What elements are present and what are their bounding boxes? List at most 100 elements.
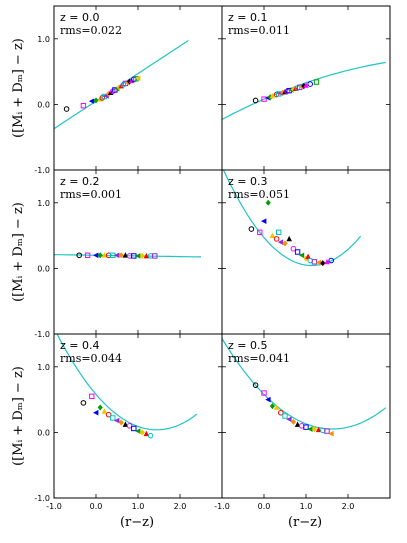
data-point (135, 428, 141, 434)
fit-curve (56, 334, 198, 431)
data-point (311, 259, 318, 265)
data-point (276, 229, 282, 236)
data-point (118, 419, 124, 426)
data-point (282, 413, 288, 419)
data-point (257, 229, 263, 236)
data-point (328, 430, 334, 437)
data-point (114, 252, 120, 259)
x-tick-label: 0.0 (258, 502, 271, 511)
y-tick-label: 0.0 (37, 428, 50, 437)
x-tick-label: 1.0 (300, 502, 313, 511)
data-point (290, 245, 297, 252)
data-point (118, 252, 124, 259)
z-label: z = 0.5 (228, 339, 267, 352)
data-point (273, 236, 280, 242)
y-tick-label: 0.0 (37, 264, 50, 273)
data-point (286, 235, 292, 242)
data-point (269, 403, 275, 410)
data-point (301, 83, 307, 90)
data-point (135, 253, 141, 259)
data-point (105, 411, 112, 418)
data-point (93, 97, 99, 104)
x-tick-label: -1.0 (46, 502, 62, 511)
data-point (63, 106, 70, 112)
data-point (261, 390, 267, 396)
x-tick-label: 0.0 (90, 502, 103, 511)
data-point (305, 253, 311, 259)
data-point (265, 199, 271, 206)
x-tick-label: 1.0 (132, 502, 145, 511)
data-point (265, 396, 271, 403)
data-point (97, 404, 103, 411)
data-point (290, 86, 296, 93)
data-point (101, 408, 108, 414)
z-label: z = 0.2 (60, 175, 99, 188)
data-point (114, 417, 120, 424)
data-point (110, 415, 116, 421)
data-point (84, 252, 91, 258)
data-point (80, 400, 87, 406)
data-point (97, 252, 103, 259)
data-point (286, 416, 292, 423)
data-point (315, 426, 322, 433)
data-point (76, 252, 82, 259)
data-point (139, 429, 145, 436)
y-axis-label-row-3: ([Mᵢ + Dₘ] − z) (11, 366, 26, 466)
rms-label: rms=0.011 (228, 24, 290, 37)
z-label: z = 0.0 (60, 11, 99, 24)
rms-label: rms=0.051 (228, 188, 290, 201)
x-tick-label: 2.0 (174, 502, 187, 511)
data-point (131, 425, 137, 432)
data-point (143, 430, 150, 437)
data-point (303, 424, 309, 430)
data-point (298, 252, 305, 259)
data-point (294, 249, 301, 255)
data-point (324, 428, 330, 434)
y-tick-label: 1.0 (37, 199, 50, 208)
y-tick-label: 1.0 (37, 35, 50, 44)
x-tick-label: 2.0 (342, 502, 355, 511)
data-point (135, 75, 141, 81)
data-point (280, 89, 286, 96)
y-tick-label: 1.0 (37, 363, 50, 372)
y-axis-label-row-2: ([Mᵢ + Dₘ] − z) (11, 202, 26, 302)
data-point (269, 232, 276, 238)
plot-area (222, 61, 386, 121)
fit-curve (222, 338, 387, 430)
rms-label: rms=0.044 (60, 352, 122, 365)
plot-area (54, 252, 201, 259)
fit-curve (222, 61, 386, 121)
y-tick-label: -1.0 (34, 494, 50, 503)
y-tick-label: -1.0 (34, 330, 50, 339)
plot-area (222, 170, 362, 267)
data-point (307, 81, 314, 87)
data-point (303, 82, 309, 88)
data-point (324, 258, 330, 265)
data-point (278, 409, 284, 416)
data-point (88, 98, 95, 104)
z-label: z = 0.3 (228, 175, 267, 188)
plot-area (56, 334, 198, 439)
data-point (273, 404, 280, 410)
data-point (122, 421, 129, 427)
data-point (147, 432, 154, 439)
x-tick-label: -1.0 (214, 502, 230, 511)
y-tick-label: 0.0 (37, 100, 50, 109)
data-point (315, 259, 321, 266)
data-point (307, 426, 313, 432)
data-point (290, 418, 296, 425)
data-point (252, 97, 259, 104)
data-point (93, 252, 99, 259)
data-point (313, 79, 320, 85)
data-point (89, 393, 95, 400)
plot-area (54, 40, 189, 130)
z-label: z = 0.1 (228, 11, 267, 24)
rms-label: rms=0.001 (60, 188, 122, 201)
